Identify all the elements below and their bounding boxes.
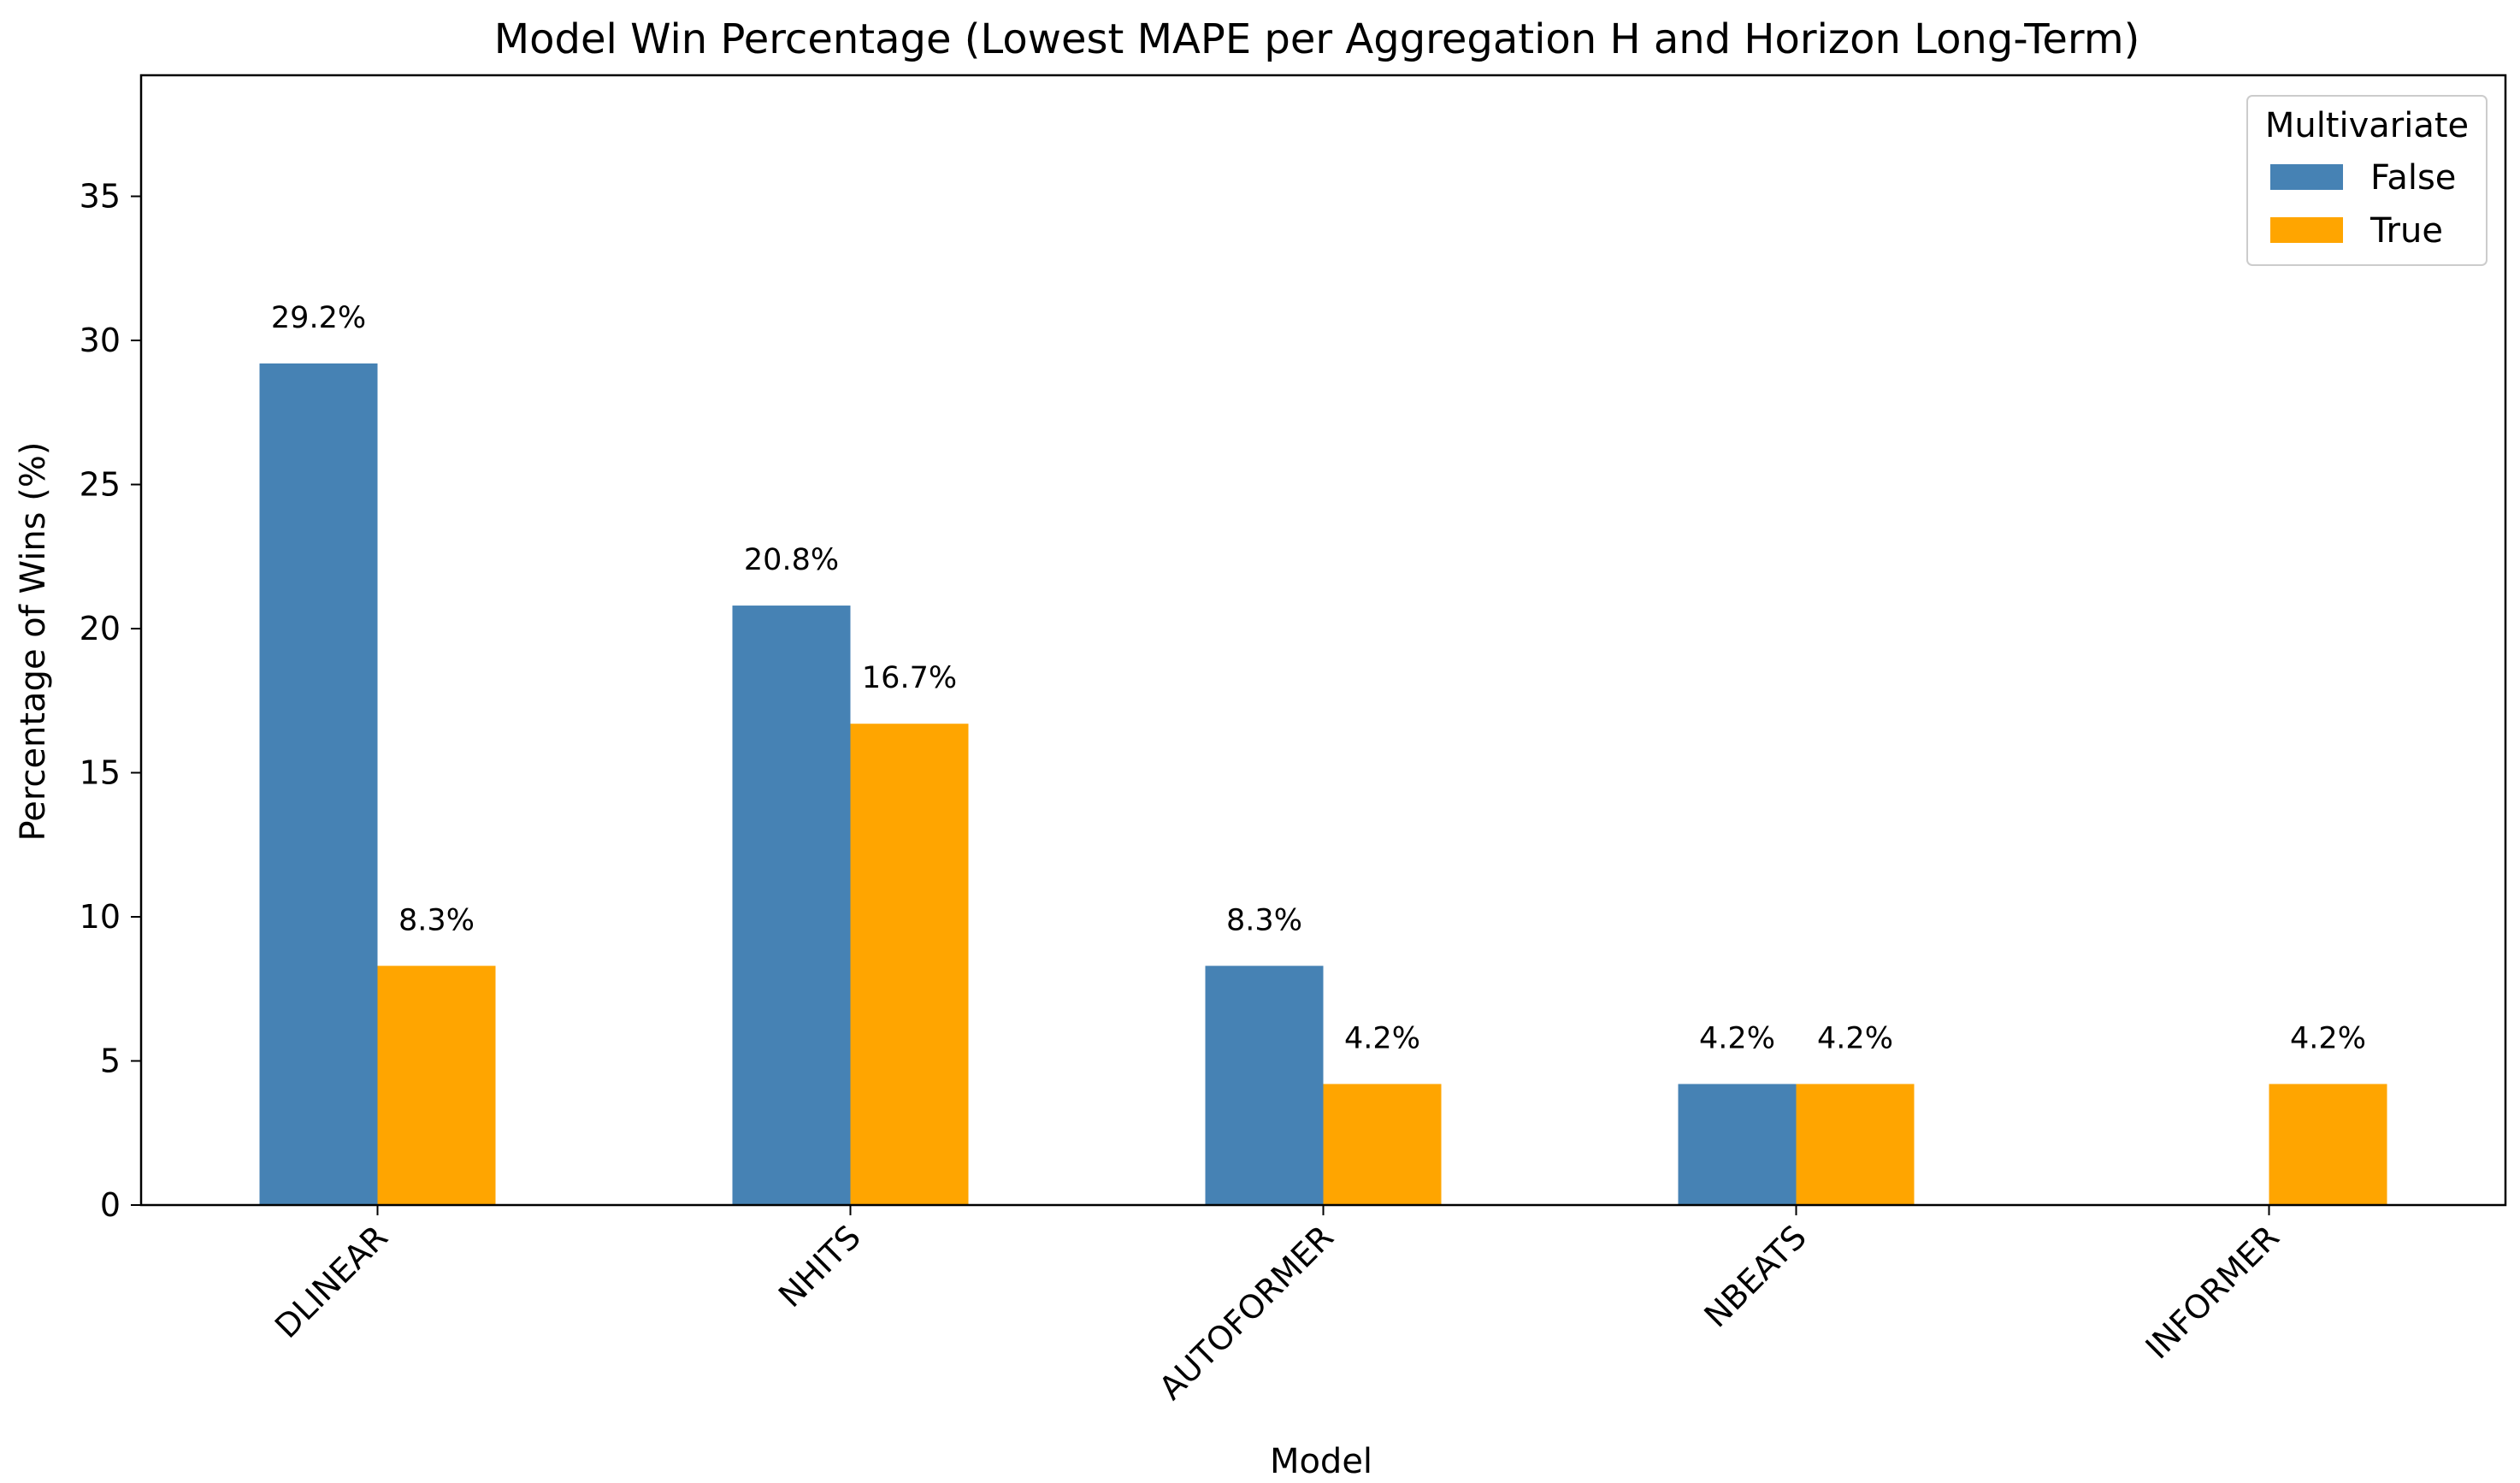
y-tick-label: 30 xyxy=(80,322,121,359)
bar-false-nbeats xyxy=(1678,1084,1797,1205)
x-tick-label: INFORMER xyxy=(2139,1218,2287,1366)
legend: Multivariate False True xyxy=(2246,95,2488,266)
legend-title: Multivariate xyxy=(2265,106,2469,145)
bar-value-label: 4.2% xyxy=(2290,1021,2366,1055)
bar-false-dlinear xyxy=(259,363,378,1205)
bar-value-label: 29.2% xyxy=(271,301,366,335)
bar-value-label: 8.3% xyxy=(398,903,475,937)
y-tick-label: 20 xyxy=(80,610,121,647)
y-tick-label: 5 xyxy=(100,1043,121,1080)
plot-area: 29.2% 8.3% DLINEAR 20.8% 16.7% NHITS 8.3% 4.2% A… xyxy=(80,74,2507,1407)
x-axis-label: Model xyxy=(1270,1442,1372,1481)
y-tick-label: 0 xyxy=(100,1186,121,1224)
bar-value-label: 16.7% xyxy=(862,661,957,695)
x-tick-label: NHITS xyxy=(771,1218,868,1315)
y-axis-label: Percentage of Wins (%) xyxy=(14,442,53,842)
legend-label-false: False xyxy=(2370,158,2456,198)
axes-frame xyxy=(139,74,2507,1207)
bar-false-nhits xyxy=(732,606,851,1205)
bar-true-informer xyxy=(2269,1084,2387,1205)
y-tick-label: 10 xyxy=(80,898,121,936)
legend-label-true: True xyxy=(2370,211,2443,251)
bar-value-label: 4.2% xyxy=(1817,1021,1893,1055)
bar-value-label: 8.3% xyxy=(1226,903,1302,937)
bar-true-nhits xyxy=(850,724,969,1205)
legend-swatch-false xyxy=(2270,164,2343,190)
x-tick-label: NBEATS xyxy=(1697,1218,1813,1334)
x-tick-label: AUTOFORMER xyxy=(1152,1218,1341,1407)
bar-true-nbeats xyxy=(1796,1084,1915,1205)
chart-title: Model Win Percentage (Lowest MAPE per Ag… xyxy=(494,15,2140,63)
y-tick-label: 25 xyxy=(80,466,121,504)
legend-swatch-true xyxy=(2270,217,2343,243)
bar-true-dlinear xyxy=(377,966,496,1205)
bar-false-autoformer xyxy=(1205,966,1324,1205)
bar-value-label: 4.2% xyxy=(1344,1021,1420,1055)
bar-true-autoformer xyxy=(1323,1084,1442,1205)
y-tick-label: 35 xyxy=(80,178,121,216)
x-tick-label: DLINEAR xyxy=(268,1218,395,1345)
bar-value-label: 4.2% xyxy=(1699,1021,1775,1055)
bar-value-label: 20.8% xyxy=(744,543,839,577)
y-tick-label: 15 xyxy=(80,754,121,792)
